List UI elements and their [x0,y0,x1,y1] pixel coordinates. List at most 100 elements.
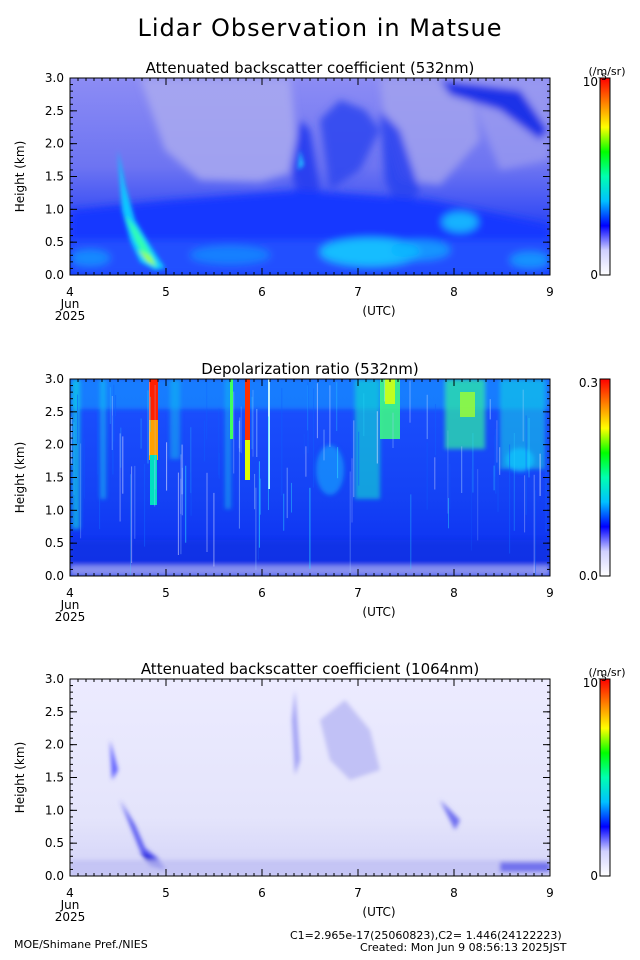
x-date-year: 2025 [55,910,86,924]
speckle-line [337,447,339,479]
y-tick-label: 1.0 [45,803,64,817]
y-tick-label: 1.0 [45,503,64,517]
speckle-line [111,396,113,450]
speckle-line [182,459,184,494]
heatmap-image [70,379,550,576]
axes-panel-3: Attenuated backscatter coefficient (1064… [13,660,625,924]
page-title: Lidar Observation in Matsue [137,14,503,42]
y-tick-label: 2.0 [45,137,64,151]
speckle-line [149,396,151,432]
speckle-line [376,411,378,464]
speckle-line [80,443,82,539]
speckle-line [73,422,75,495]
speckle-line [494,435,496,477]
speckle-line [181,467,183,516]
speckle-line [251,396,253,450]
speckle-line [252,389,254,457]
speckle-line [77,394,78,444]
colorbar-max-label: 0.3 [579,376,598,390]
x-date-month: Jun [60,898,80,912]
speckle-line [539,453,541,496]
y-tick-label: 2.0 [45,438,64,452]
speckle-line [472,433,474,493]
speckle-line [303,434,305,455]
y-axis-label: Height (km) [13,141,27,212]
speckle-line [470,468,472,551]
y-tick-label: 2.5 [45,104,64,118]
speckle-line [509,444,511,554]
y-tick-label: 3.0 [45,672,64,686]
axes-layer: Attenuated backscatter coefficient (532n… [13,59,625,924]
speckle-line [316,383,318,439]
y-tick-label: 1.5 [45,471,64,485]
speckle-line [305,446,307,477]
speckle-line [351,458,353,523]
speckle-line [218,452,220,479]
heatmap-image [70,78,550,275]
y-tick-label: 3.0 [45,372,64,386]
y-tick-label: 0.5 [45,235,64,249]
speckle-line [147,390,149,464]
y-tick-label: 1.0 [45,202,64,216]
speckle-line [240,406,242,454]
x-tick-label: 6 [258,886,266,900]
speckle-line [259,478,261,515]
colorbar-min-label: 0 [590,869,598,883]
speckle-line [122,436,124,494]
speckle-line [218,408,220,476]
speckle-line [190,427,192,494]
y-tick-label: 0.5 [45,836,64,850]
x-axis-label: (UTC) [362,905,395,919]
speckle-line [384,379,386,402]
speckle-line [206,472,208,552]
x-tick-label: 8 [450,886,458,900]
y-tick-label: 2.5 [45,705,64,719]
speckle-line [154,385,156,490]
speckle-line [255,487,257,570]
colorbar-max-label: 10 [583,75,598,89]
y-tick-label: 3.0 [45,71,64,85]
speckle-line [522,389,524,442]
speckle-line [499,447,501,475]
speckle-line [349,471,351,576]
speckle-line [447,430,449,514]
speckle-line [545,458,547,492]
x-tick-label: 7 [354,285,362,299]
x-tick-label: 6 [258,586,266,600]
speckle-line [97,409,99,475]
colorbar-max-label: 10 [583,676,598,690]
footer-calibration: C1=2.965e-17(25060823),C2= 1.446(2412222… [290,929,562,942]
colorbar [599,77,611,276]
speckle-line [434,457,436,490]
speckle-line [213,492,215,567]
y-axis-label: Height (km) [13,742,27,813]
speckle-line [513,433,515,531]
x-axis-label: (UTC) [362,605,395,619]
speckle-line [545,433,547,533]
speckle-line [307,382,309,454]
speckle-line [109,387,111,424]
y-tick-label: 2.5 [45,405,64,419]
colorbar-unit: (/m/sr) [589,666,626,679]
speckle-line [154,459,156,507]
y-tick-label: 0.0 [45,869,64,883]
speckle-line [323,429,325,461]
speckle-line [291,482,292,513]
speckle-line [435,404,436,456]
speckle-line [286,467,288,519]
speckle-line [144,463,146,547]
x-tick-label: 5 [162,285,170,299]
panel-title: Depolarization ratio (532nm) [201,360,419,378]
speckle-line [177,472,179,555]
speckle-line [180,478,182,514]
x-date-year: 2025 [55,610,86,624]
panel-backscatter-532 [69,77,551,276]
panel-title: Attenuated backscatter coefficient (532n… [146,59,475,77]
colorbar-unit: (/m/sr) [589,65,626,78]
x-tick-label: 9 [546,285,554,299]
y-tick-label: 0.0 [45,268,64,282]
colorbar-min-label: 0 [590,268,598,282]
speckle-line [363,393,365,437]
x-tick-label: 9 [546,586,554,600]
